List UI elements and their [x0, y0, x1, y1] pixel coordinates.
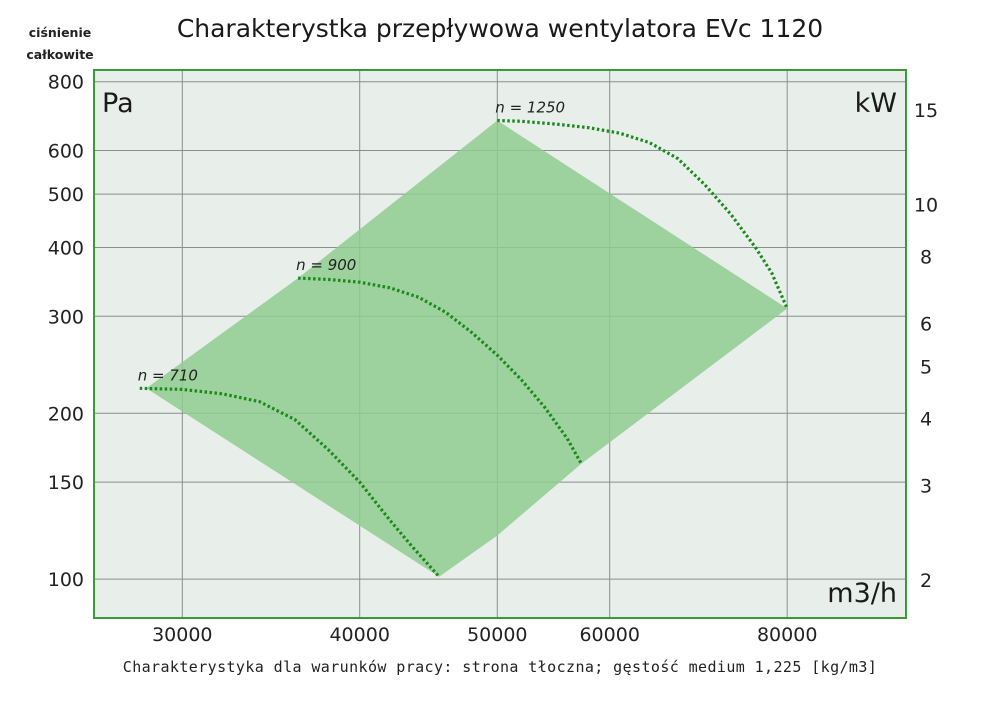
y-axis-ticks: 100 150 200 300 400 500 600 800: [48, 72, 84, 591]
y-tick-label: 500: [48, 184, 84, 206]
series-line-2: [298, 276, 583, 465]
series-line-1: [139, 386, 441, 578]
series-label-2: n = 900: [296, 256, 356, 274]
y-tick-label: 300: [48, 306, 84, 328]
y-unit-label: Pa: [102, 88, 134, 119]
y2-tick-label: 2: [920, 570, 932, 592]
y2-unit-label: kW: [855, 88, 897, 119]
y-axis-label-line-2: całkowite: [26, 47, 94, 62]
y-axis-label: ciśnienie całkowite: [10, 22, 110, 66]
y-tick-label: 200: [48, 403, 84, 425]
y2-tick-label: 5: [920, 356, 932, 378]
y-tick-label: 100: [48, 569, 84, 591]
x-tick-label: 30000: [152, 624, 212, 646]
y-tick-label: 400: [48, 238, 84, 260]
speed-curves: n = 710 n = 900 n = 1250: [138, 99, 789, 578]
x-axis-ticks: 30000 40000 50000 60000 80000: [152, 624, 817, 646]
y2-tick-label: 6: [920, 314, 932, 336]
series-label-1: n = 710: [138, 366, 198, 384]
y-tick-label: 800: [48, 72, 84, 94]
x-tick-label: 40000: [329, 624, 389, 646]
y2-tick-label: 10: [914, 195, 938, 217]
y-axis-label-line-1: ciśnienie: [28, 25, 92, 40]
x-tick-label: 80000: [757, 624, 817, 646]
y2-axis-ticks: 2 3 4 5 6 8 10 15: [914, 100, 938, 592]
y2-tick-label: 15: [914, 100, 938, 122]
chart-subtitle: Charakterystyka dla warunków pracy: stro…: [122, 658, 878, 676]
plot-frame: [93, 69, 907, 619]
y-tick-label: 150: [48, 472, 84, 494]
y-tick-label: 600: [48, 141, 84, 163]
y2-tick-label: 8: [920, 247, 932, 269]
x-unit-label: m3/h: [827, 578, 897, 609]
series-line-3: [497, 118, 789, 310]
x-tick-label: 60000: [579, 624, 639, 646]
chart-title: Charakterystka przepływowa wentylatora E…: [176, 14, 824, 43]
series-label-3: n = 1250: [495, 99, 565, 117]
x-tick-label: 50000: [467, 624, 527, 646]
y2-tick-label: 3: [920, 476, 932, 498]
y2-tick-label: 4: [920, 408, 932, 430]
operating-area: [146, 120, 788, 577]
